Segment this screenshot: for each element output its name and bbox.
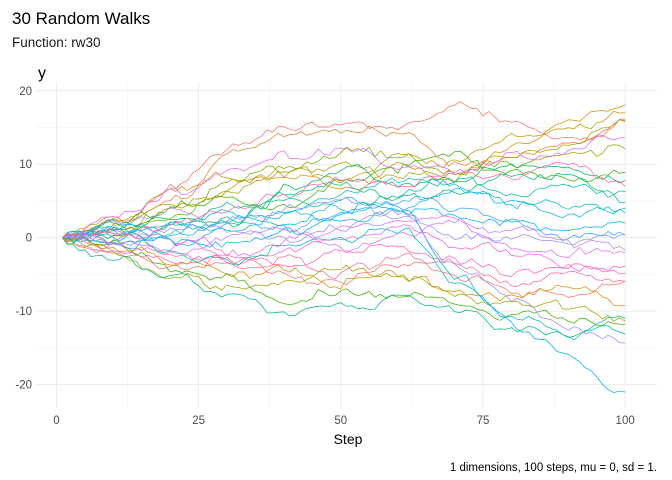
chart-title: 30 Random Walks — [12, 9, 150, 28]
chart-subtitle: Function: rw30 — [12, 35, 101, 50]
x-tick-labels: 0 25 50 75 100 — [53, 415, 634, 427]
walk-line-6 — [62, 144, 626, 240]
walk-line-11 — [62, 177, 626, 242]
walk-line-27 — [61, 202, 626, 394]
x-tick-label: 50 — [334, 415, 347, 427]
walk-line-10 — [62, 176, 626, 240]
walk-line-25 — [61, 237, 626, 338]
walk-line-9 — [62, 172, 626, 245]
walk-lines — [61, 101, 626, 394]
walk-line-14 — [62, 196, 626, 247]
walk-line-17 — [62, 215, 626, 259]
walk-line-15 — [61, 207, 626, 245]
chart-caption: 1 dimensions, 100 steps, mu = 0, sd = 1. — [450, 462, 657, 474]
walk-line-30 — [61, 161, 626, 239]
walk-line-5 — [62, 119, 626, 239]
x-tick-label: 25 — [192, 415, 205, 427]
y-axis-label: y — [38, 65, 46, 82]
walk-line-22 — [61, 237, 626, 307]
walk-line-16 — [62, 217, 626, 255]
y-tick-label: 0 — [26, 233, 32, 245]
plot-grid — [36, 82, 657, 408]
y-tick-label: 20 — [19, 86, 32, 98]
walk-line-3 — [62, 104, 626, 239]
x-tick-label: 75 — [477, 415, 490, 427]
walk-line-26 — [62, 227, 626, 341]
walk-line-19 — [62, 237, 626, 277]
walk-line-23 — [61, 237, 626, 322]
walk-line-18 — [62, 224, 626, 272]
y-tick-labels: -20 -10 0 10 20 — [15, 86, 32, 392]
walk-line-28 — [62, 197, 626, 344]
y-tick-label: -10 — [15, 306, 32, 318]
walk-line-1 — [62, 101, 626, 240]
y-tick-label: 10 — [19, 159, 32, 171]
walk-line-13 — [62, 207, 626, 242]
walk-line-29 — [62, 134, 626, 239]
x-axis-label: Step — [334, 431, 363, 447]
y-tick-label: -20 — [15, 380, 32, 392]
x-tick-label: 0 — [53, 415, 59, 427]
walk-line-8 — [61, 163, 626, 239]
walk-line-24 — [62, 236, 626, 327]
x-tick-label: 100 — [616, 415, 635, 427]
